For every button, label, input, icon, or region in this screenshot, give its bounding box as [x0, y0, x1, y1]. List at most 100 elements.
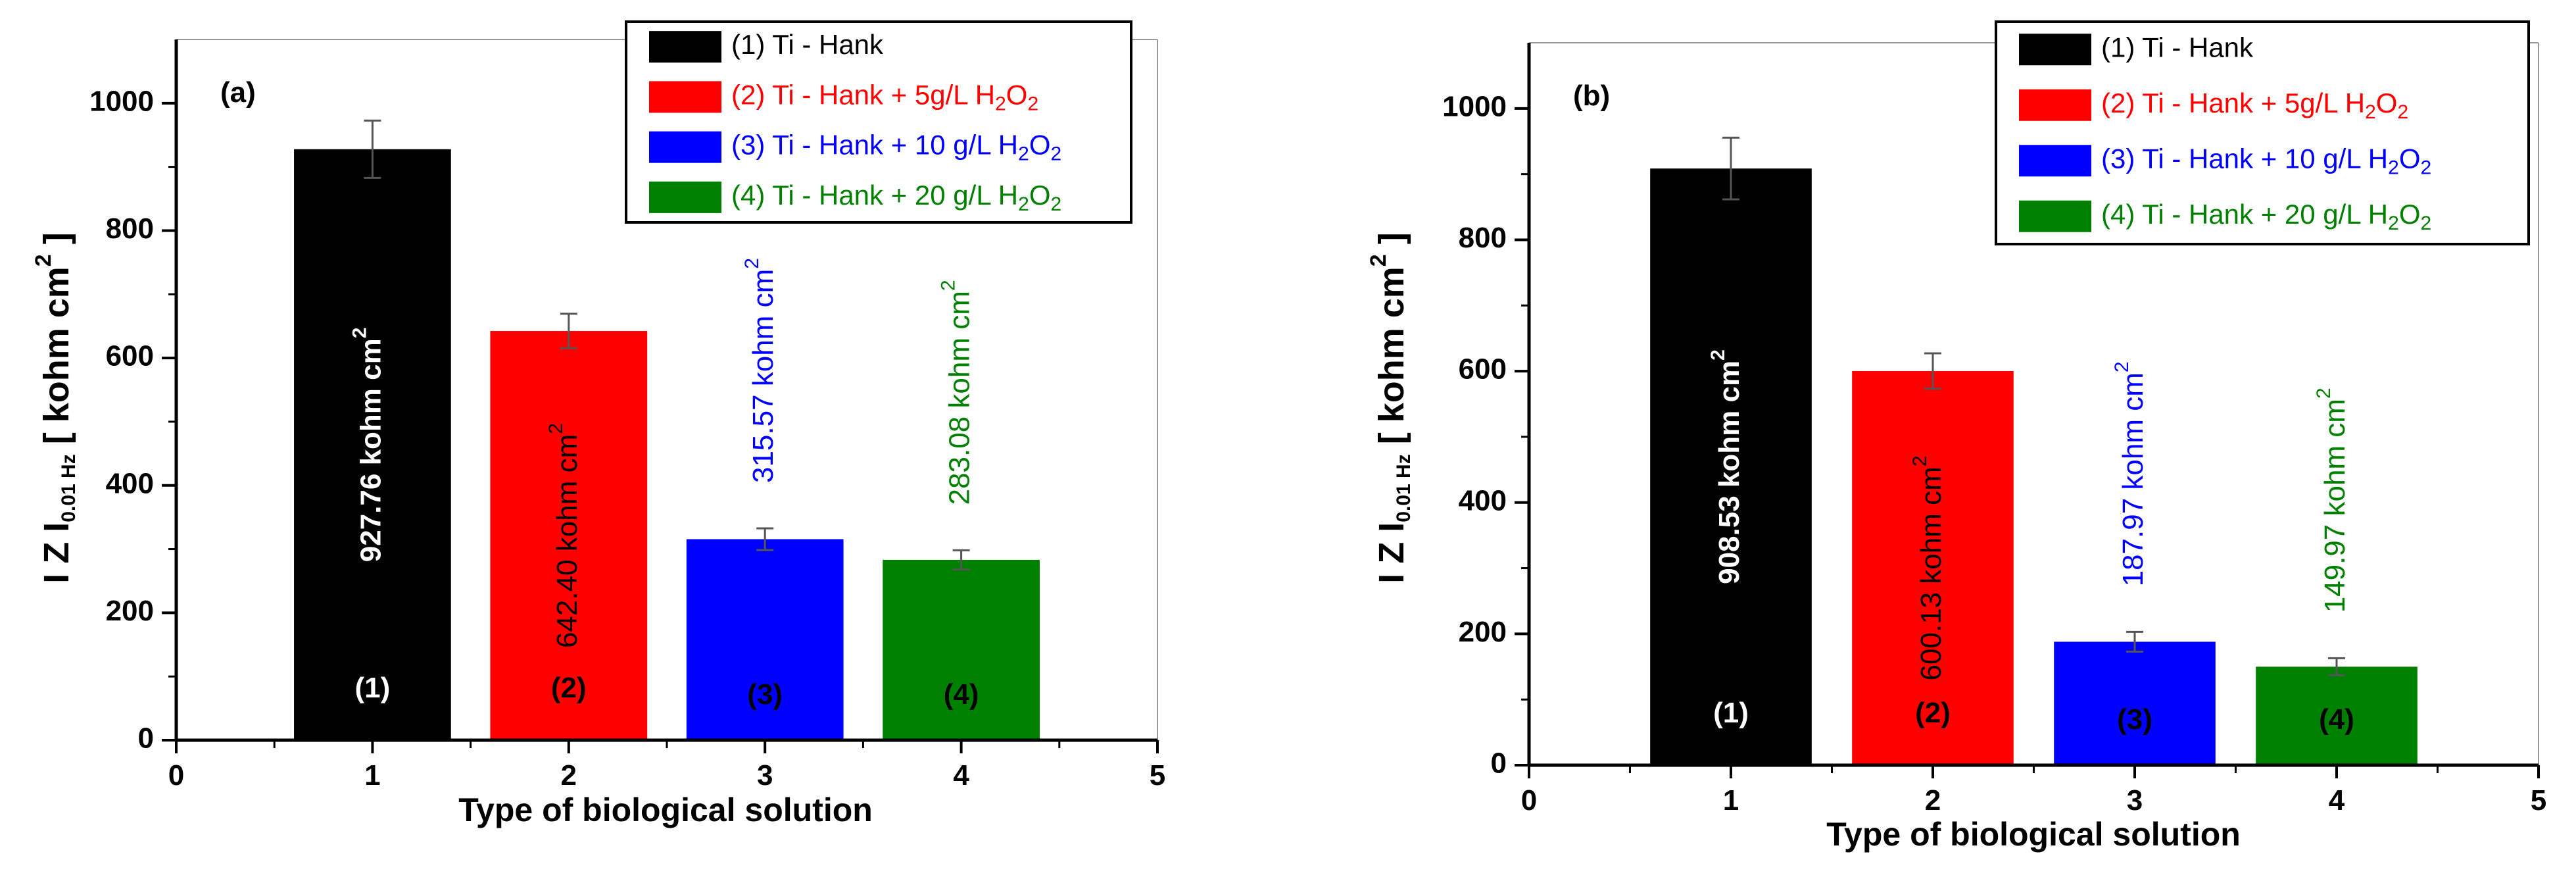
y-tick-label: 200 [1459, 616, 1507, 648]
legend-label-3: (3) Ti - Hank + 10 g/L H2O2 [731, 130, 1061, 165]
value-label-sup: 2 [741, 258, 763, 269]
legend-sub2: 2 [2397, 101, 2408, 123]
y-axis-label-close: ] [1372, 232, 1411, 254]
bar-id-4: (4) [2319, 703, 2354, 736]
value-label-3: 187.97 kohm cm2 [2111, 361, 2149, 586]
legend-text: (1) Ti - Hank [2101, 32, 2254, 63]
y-tick-label: 0 [1491, 747, 1507, 780]
value-label-text: 927.76 kohm cm [354, 338, 387, 562]
legend-swatch-1 [2019, 34, 2091, 66]
bar-4 [2256, 667, 2418, 765]
legend-tail: O [2399, 199, 2421, 230]
value-label-text: 600.13 kohm cm [1915, 466, 1947, 680]
legend-label-1: (1) Ti - Hank [2101, 32, 2254, 63]
value-label-3: 315.57 kohm cm2 [741, 258, 779, 483]
bar-1 [294, 149, 451, 740]
legend-swatch-2 [2019, 89, 2091, 121]
value-label-sup: 2 [349, 328, 370, 339]
legend-label-1: (1) Ti - Hank [731, 29, 884, 60]
x-tick-label: 1 [364, 759, 380, 792]
y-axis-label-close: ] [37, 232, 76, 254]
panel-a-chart: 927.76 kohm cm2(1)642.40 kohm cm2(2)315.… [31, 20, 1165, 828]
y-tick-label: 800 [106, 213, 154, 245]
value-label-sup: 2 [2313, 388, 2335, 399]
y-axis-label-unit: [ kohm cm [37, 266, 76, 454]
y-axis-label-sub: 0.01 Hz [58, 454, 80, 522]
legend-tail: O [1029, 130, 1051, 161]
error-bar-2 [560, 313, 577, 349]
y-tick-label: 400 [106, 467, 154, 499]
legend-text: (4) Ti - Hank + 20 g/L H [2101, 199, 2388, 230]
legend-label-4: (4) Ti - Hank + 20 g/L H2O2 [2101, 199, 2431, 234]
bar-id-4: (4) [944, 678, 979, 711]
legend-sub: 2 [1018, 143, 1029, 165]
value-label-1: 927.76 kohm cm2 [349, 328, 387, 563]
value-label-sup: 2 [2111, 361, 2133, 372]
value-label-text: 315.57 kohm cm [747, 269, 779, 483]
legend-label-2: (2) Ti - Hank + 5g/L H2O2 [2101, 88, 2408, 123]
x-axis-label: Type of biological solution [458, 792, 873, 828]
legend-text: (2) Ti - Hank + 5g/L H [731, 79, 995, 110]
bar-id-2: (2) [1915, 697, 1951, 729]
y-axis-label: I Z I0.01 Hz [ kohm cm2 ] [1366, 232, 1415, 583]
legend-swatch-4 [649, 181, 721, 213]
bar-id-2: (2) [551, 672, 587, 704]
legend-text: (1) Ti - Hank [731, 29, 884, 60]
legend-tail: O [2376, 88, 2398, 118]
legend-tail: O [1006, 79, 1028, 110]
legend-text: (4) Ti - Hank + 20 g/L H [731, 180, 1018, 211]
x-tick-label: 5 [1150, 759, 1165, 792]
legend-sub2: 2 [1050, 143, 1061, 165]
legend-text: (3) Ti - Hank + 10 g/L H [2101, 143, 2388, 174]
y-tick-label: 800 [1459, 222, 1507, 254]
legend-sub: 2 [2365, 101, 2376, 123]
legend-sub2: 2 [2420, 157, 2431, 178]
error-bar-3 [756, 527, 774, 551]
bar-id-3: (3) [2117, 703, 2152, 736]
y-tick-label: 600 [106, 340, 154, 372]
y-tick-label: 1000 [1442, 90, 1507, 122]
error-bar-3 [2126, 630, 2143, 653]
y-tick-label: 0 [138, 722, 154, 755]
y-axis-label-unit: [ kohm cm [1372, 266, 1411, 454]
y-tick-label: 200 [106, 595, 154, 627]
legend-text: (3) Ti - Hank + 10 g/L H [731, 130, 1018, 161]
legend-sub: 2 [2388, 157, 2399, 178]
legend: (1) Ti - Hank (2) Ti - Hank + 5g/L H2O2 (3… [1995, 20, 2530, 245]
value-label-sup: 2 [545, 423, 567, 434]
x-tick-label: 4 [2329, 784, 2345, 817]
legend-label-2: (2) Ti - Hank + 5g/L H2O2 [731, 79, 1038, 114]
bar-2 [490, 331, 648, 740]
x-tick-label: 1 [1723, 784, 1739, 817]
legend-tail: O [1029, 180, 1051, 211]
x-tick-label: 0 [1521, 784, 1537, 817]
x-tick-label: 3 [2127, 784, 2143, 817]
legend-tail: O [2399, 143, 2421, 174]
bar-2 [1852, 370, 2014, 765]
value-label-text: 187.97 kohm cm [2117, 372, 2149, 586]
x-tick-label: 0 [168, 759, 184, 792]
legend-label-4: (4) Ti - Hank + 20 g/L H2O2 [731, 180, 1061, 215]
value-label-text: 908.53 kohm cm [1713, 361, 1745, 584]
legend-label-3: (3) Ti - Hank + 10 g/L H2O2 [2101, 143, 2431, 178]
y-axis-label: I Z I0.01 Hz [ kohm cm2 ] [31, 232, 80, 583]
panel-label: (b) [1573, 80, 1610, 112]
panel-b-chart: 908.53 kohm cm2(1)600.13 kohm cm2(2)187.… [1366, 20, 2546, 853]
value-label-1: 908.53 kohm cm2 [1707, 349, 1745, 584]
bar-id-3: (3) [747, 678, 783, 711]
legend-sub: 2 [995, 93, 1006, 114]
y-axis-label-sup: 2 [31, 254, 56, 266]
x-tick-label: 2 [1925, 784, 1941, 817]
legend-sub2: 2 [1027, 93, 1038, 114]
legend-sub: 2 [1018, 193, 1029, 215]
value-label-text: 642.40 kohm cm [550, 434, 583, 648]
y-axis-label-sub: 0.01 Hz [1393, 454, 1415, 522]
legend-sub2: 2 [2420, 213, 2431, 234]
value-label-sup: 2 [938, 280, 960, 291]
legend-sub: 2 [2388, 213, 2399, 234]
error-bar-1 [364, 119, 381, 179]
value-label-2: 642.40 kohm cm2 [545, 423, 583, 648]
value-label-text: 283.08 kohm cm [943, 291, 975, 505]
x-tick-label: 3 [757, 759, 773, 792]
legend: (1) Ti - Hank(2) Ti - Hank + 5g/L H2O2(3… [625, 20, 1132, 224]
